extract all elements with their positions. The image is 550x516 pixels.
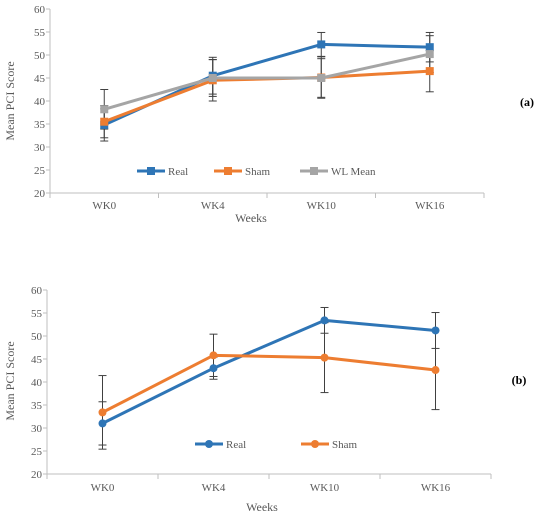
legend-label-b: Real — [226, 439, 246, 451]
legend-marker-a — [310, 167, 318, 175]
y-tick-label-a: 25 — [34, 165, 46, 177]
y-tick-label-a: 35 — [34, 119, 46, 131]
data-point-b — [209, 351, 218, 360]
series-line-a — [103, 42, 430, 127]
y-tick-label-a: 60 — [34, 4, 46, 16]
y-axis-label-a: Mean PCI Score — [3, 61, 17, 140]
x-tick-label-b: WK10 — [310, 482, 340, 494]
legend-marker-b — [205, 440, 213, 448]
x-tick-label-a: WK4 — [201, 200, 225, 212]
y-tick-label-b: 50 — [31, 331, 43, 343]
legend-marker-b — [311, 440, 319, 448]
legend-marker-a — [147, 167, 155, 175]
y-tick-label-a: 50 — [34, 50, 46, 62]
data-point-b — [431, 326, 440, 335]
y-tick-label-b: 30 — [31, 423, 43, 435]
x-tick-label-b: WK0 — [91, 482, 115, 494]
x-tick-label-a: WK10 — [307, 200, 337, 212]
chart-panel-b: Mean PCI Score Weeks (b) 20 25 30 35 40 45 50 5… — [3, 285, 526, 514]
y-tick-label-b: 40 — [31, 377, 43, 389]
data-point-b — [209, 364, 218, 373]
legend-label-a: Sham — [245, 166, 271, 178]
data-point-b — [320, 316, 329, 325]
y-tick-label-a: 20 — [34, 188, 46, 200]
series-line-b — [101, 318, 436, 425]
legend-label-b: Sham — [332, 439, 358, 451]
data-point-a — [425, 43, 434, 52]
x-tick-label-b: WK16 — [421, 482, 451, 494]
data-point-a — [100, 105, 109, 114]
y-tick-label-a: 55 — [34, 27, 46, 39]
data-point-b — [98, 419, 107, 428]
x-axis-label-b: Weeks — [246, 500, 278, 514]
y-tick-label-b: 45 — [31, 354, 43, 366]
y-tick-label-a: 45 — [34, 73, 46, 85]
data-point-b — [98, 408, 107, 417]
legend-label-a: Real — [168, 166, 188, 178]
data-point-b — [431, 366, 440, 375]
y-tick-label-b: 25 — [31, 446, 43, 458]
x-tick-label-a: WK16 — [415, 200, 445, 212]
y-tick-label-a: 30 — [34, 142, 46, 154]
panel-label-a: (a) — [520, 95, 534, 109]
data-point-a — [425, 50, 434, 59]
y-tick-label-b: 55 — [31, 308, 43, 320]
series-line-b — [101, 353, 436, 414]
data-point-b — [320, 353, 329, 362]
data-point-a — [425, 67, 434, 76]
data-point-a — [208, 74, 217, 82]
data-point-a — [100, 117, 109, 126]
data-point-a — [317, 74, 326, 82]
series-line-a — [103, 52, 431, 111]
y-axis-label-b: Mean PCI Score — [3, 341, 17, 420]
x-tick-label-b: WK4 — [202, 482, 226, 494]
legend-label-a: WL Mean — [331, 166, 376, 178]
y-tick-label-b: 35 — [31, 400, 43, 412]
panel-label-b: (b) — [512, 373, 527, 387]
y-tick-label-b: 20 — [31, 469, 43, 481]
x-axis-label-a: Weeks — [235, 211, 267, 225]
data-point-a — [317, 40, 326, 49]
x-tick-label-a: WK0 — [92, 200, 116, 212]
y-tick-label-a: 40 — [34, 96, 46, 108]
legend-marker-a — [224, 167, 232, 175]
chart-panel-a: Mean PCI Score Weeks (a) 20 25 30 35 40 45 50 5… — [3, 4, 534, 225]
y-tick-label-b: 60 — [31, 285, 43, 297]
